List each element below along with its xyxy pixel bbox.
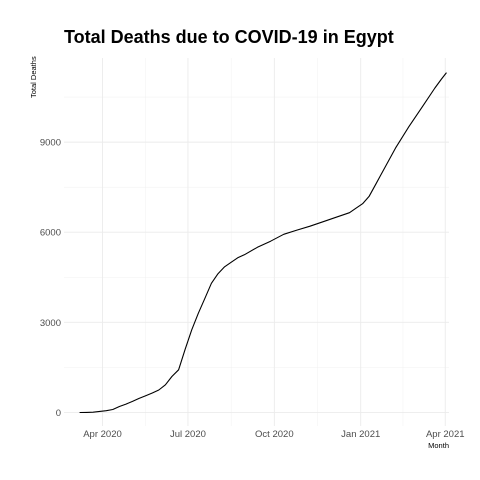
y-tick-label: 6000 — [40, 228, 61, 239]
y-tick-label: 3000 — [40, 318, 61, 329]
x-tick-label: Jul 2020 — [170, 429, 206, 440]
x-tick-label: Apr 2021 — [426, 429, 465, 440]
chart-title: Total Deaths due to COVID-19 in Egypt — [64, 27, 394, 47]
x-tick-label: Jan 2021 — [341, 429, 380, 440]
x-axis-ticks: Apr 2020 Jul 2020 Oct 2020 Jan 2021 Apr 2021 — [83, 429, 464, 440]
x-tick-label: Oct 2020 — [255, 429, 294, 440]
series-line-total-deaths — [79, 72, 447, 414]
y-tick-label: 9000 — [40, 138, 61, 149]
x-tick-label: Apr 2020 — [83, 429, 122, 440]
grid-major — [64, 58, 449, 426]
y-tick-label: 0 — [56, 408, 61, 419]
x-axis-label: Month — [428, 441, 449, 450]
y-axis-label: Total Deaths — [29, 56, 38, 98]
grid-minor — [64, 58, 449, 426]
y-axis-ticks: 0 3000 6000 9000 — [40, 138, 61, 419]
